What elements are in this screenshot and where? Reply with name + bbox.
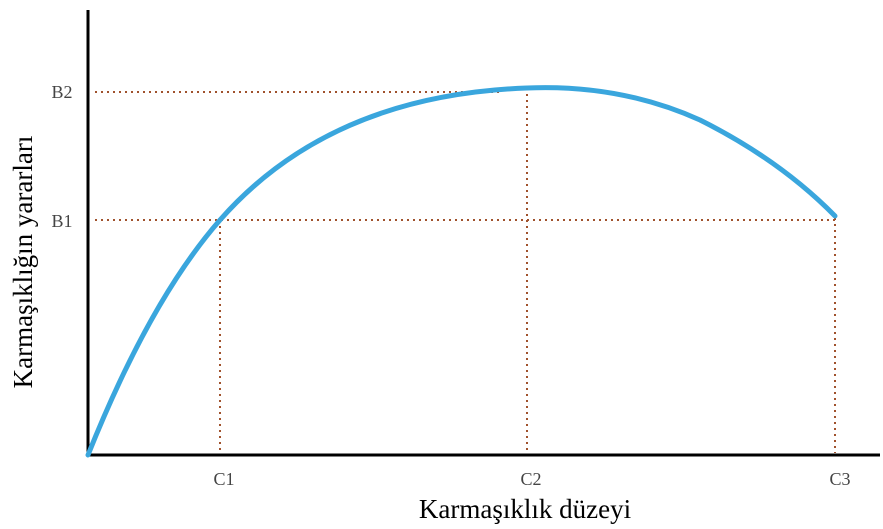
benefit-curve: [85, 85, 838, 458]
y-tick-label: B2: [51, 82, 72, 102]
x-tick-label: C1: [213, 469, 234, 489]
x-tick-label: C2: [520, 469, 541, 489]
x-tick-label: C3: [829, 469, 850, 489]
y-axis-label: Karmaşıklığın yararları: [8, 136, 38, 389]
y-tick-label: B1: [51, 211, 72, 231]
x-axis-label: Karmaşıklık düzeyi: [419, 494, 631, 524]
